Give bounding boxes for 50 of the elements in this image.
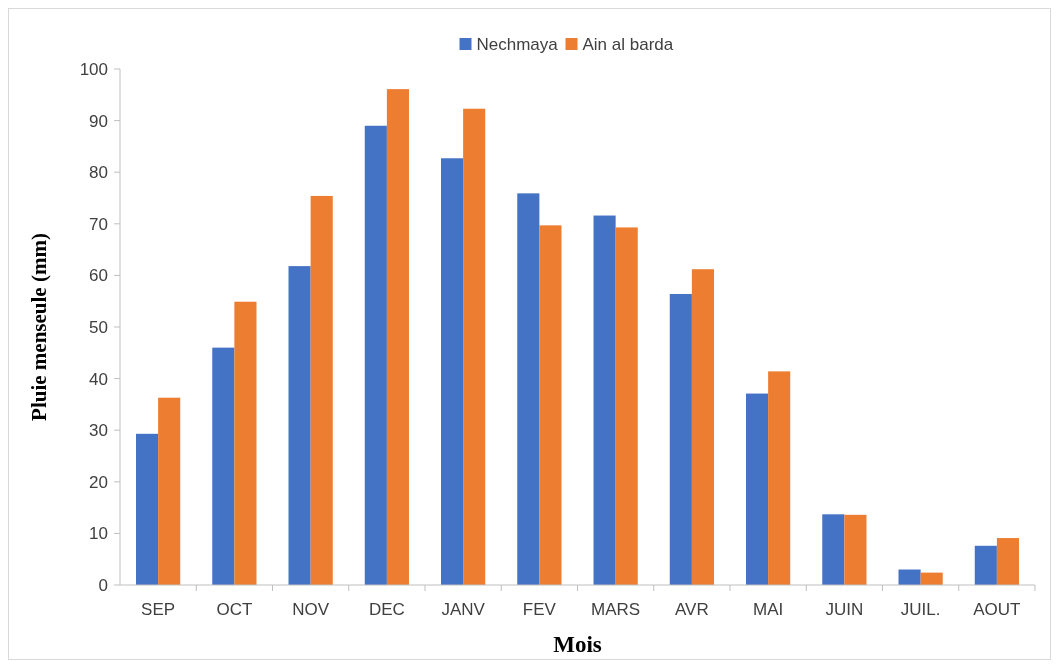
y-tick-label: 40 [89,369,108,389]
bar [517,193,540,585]
bar [615,227,638,585]
x-tick-label: AOUT [973,600,1021,619]
y-tick-label: 60 [89,266,108,286]
x-tick-label: FEV [522,600,557,619]
legend-label: Nechmaya [476,35,559,54]
x-tick-label: OCT [216,600,253,619]
x-tick-label: JUIL. [900,600,941,619]
y-tick-label: 0 [98,575,108,595]
bar [463,108,486,585]
y-tick-label: 70 [89,214,108,234]
bar [669,293,692,585]
bar [844,514,867,585]
bar [441,158,464,585]
bar [288,266,311,585]
x-tick-label: NOV [292,600,330,619]
bar [539,225,562,585]
x-tick-label: AVR [675,600,709,619]
bar [212,347,235,585]
x-tick-label: SEP [141,600,176,619]
bar [974,545,997,585]
bar [234,301,257,585]
y-tick-label: 80 [89,163,108,183]
y-axis-title: Pluie menseule (mm) [27,233,51,421]
y-tick-label: 50 [89,317,108,337]
x-tick-label: DEC [368,600,405,619]
bar [386,89,409,585]
x-tick-label: JUIN [825,600,864,619]
bar [746,393,769,585]
legend-label: Ain al barda [582,35,674,54]
y-tick-label: 30 [89,421,108,441]
bar [310,195,333,585]
bar [822,514,845,585]
x-tick-label: MARS [591,600,641,619]
bar [364,125,387,585]
x-axis-title: Mois [553,632,602,657]
bar [691,269,714,585]
y-tick-label: 10 [89,524,108,544]
bar [996,538,1019,585]
x-tick-label: JANV [441,600,486,619]
y-tick-label: 100 [79,59,108,79]
y-tick-label: 90 [89,111,108,131]
bar [593,215,616,585]
x-tick-label: MAI [753,600,784,619]
bar [898,569,921,585]
bar [136,433,159,585]
y-tick-label: 20 [89,472,108,492]
bar [768,371,791,585]
bar [158,397,181,585]
